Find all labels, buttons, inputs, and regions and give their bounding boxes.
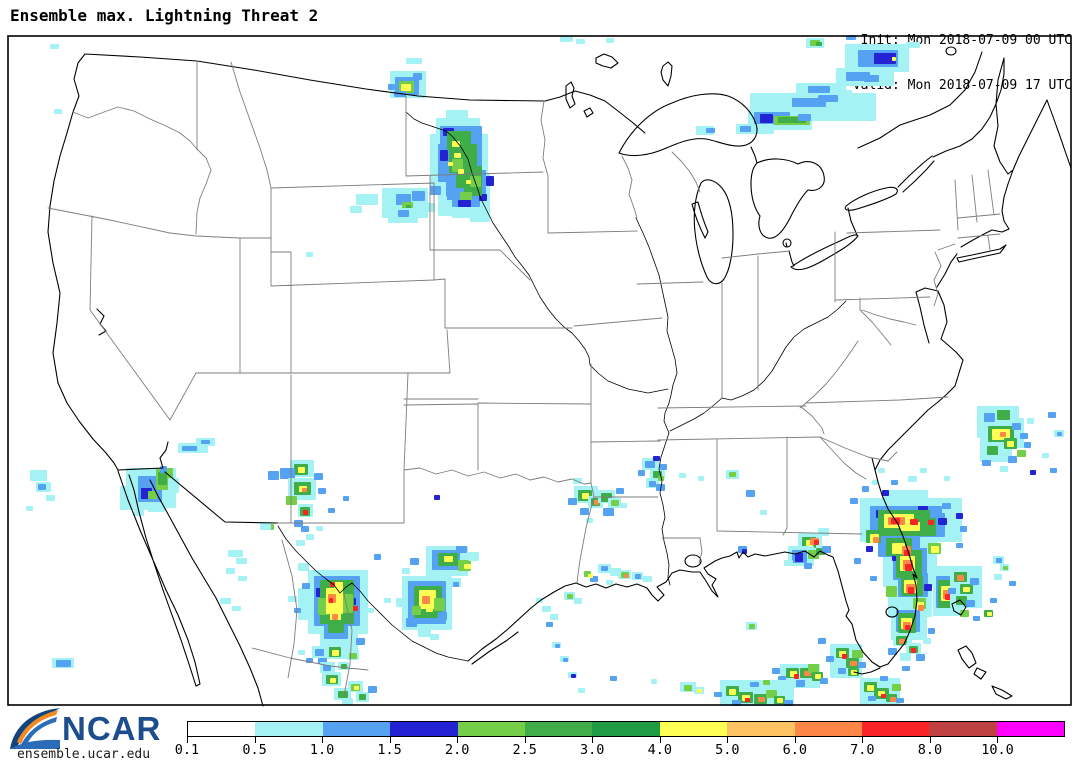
- map-frame: [7, 35, 1072, 706]
- colorbar-segment: [255, 722, 323, 736]
- colorbar-segment: [929, 722, 997, 736]
- colorbar-label: 7.0: [850, 742, 875, 758]
- colorbar-segment: [592, 722, 660, 736]
- lightning-threat-cells: [26, 35, 1064, 706]
- colorbar-label: 0.5: [242, 742, 267, 758]
- colorbar-tick: [794, 737, 796, 743]
- colorbar-tick: [254, 737, 256, 743]
- colorbar-labels: 0.1 0.5 1.0 1.5 2.0 2.5 3.0 4.0 5.0 6.0 7.0 8.0 10.0: [175, 742, 1065, 760]
- colorbar-segment: [996, 722, 1065, 736]
- colorbar-label: 2.5: [512, 742, 537, 758]
- colorbar-label: 5.0: [715, 742, 740, 758]
- colorbar-segment: [659, 722, 728, 736]
- colorbar: [187, 721, 1065, 737]
- colorbar-segment: [188, 722, 256, 736]
- footer: NCAR ensemble.ucar.edu 0.1 0.5 1.0 1.5 2.0 2.…: [0, 706, 1080, 766]
- colorbar-tick: [592, 737, 594, 743]
- colorbar-label: 4.0: [647, 742, 672, 758]
- colorbar-label: 10.0: [981, 742, 1014, 758]
- colorbar-tick: [322, 737, 324, 743]
- state-borders: [47, 60, 1001, 697]
- site-url: ensemble.ucar.edu: [17, 747, 151, 762]
- colorbar-label: 3.0: [580, 742, 605, 758]
- coastline-borders: [47, 46, 1072, 707]
- colorbar-label: 8.0: [917, 742, 943, 758]
- colorbar-segment: [861, 722, 930, 736]
- colorbar-label: 6.0: [782, 742, 808, 758]
- colorbar-label: 1.0: [309, 742, 335, 758]
- colorbar-tick: [997, 737, 999, 743]
- colorbar-tick: [659, 737, 661, 743]
- colorbar-segment: [457, 722, 525, 736]
- ncar-wordmark: NCAR: [62, 710, 162, 747]
- colorbar-segment: [727, 722, 795, 736]
- page-title: Ensemble max. Lightning Threat 2: [10, 6, 319, 25]
- colorbar-segment: [322, 722, 391, 736]
- colorbar-tick: [389, 737, 391, 743]
- colorbar-label: 1.5: [377, 742, 402, 758]
- colorbar-tick: [862, 737, 864, 743]
- colorbar-ticks: [187, 737, 1065, 743]
- colorbar-label: 0.1: [174, 742, 200, 758]
- colorbar-segment: [524, 722, 593, 736]
- colorbar-label: 2.0: [444, 742, 470, 758]
- rivers: [277, 111, 847, 662]
- colorbar-segment: [390, 722, 458, 736]
- colorbar-tick: [524, 737, 526, 743]
- colorbar-tick: [457, 737, 459, 743]
- ncar-logo-icon: [10, 708, 60, 749]
- colorbar-segment: [794, 722, 862, 736]
- colorbar-tick: [187, 737, 188, 743]
- colorbar-tick: [929, 737, 931, 743]
- colorbar-tick: [727, 737, 729, 743]
